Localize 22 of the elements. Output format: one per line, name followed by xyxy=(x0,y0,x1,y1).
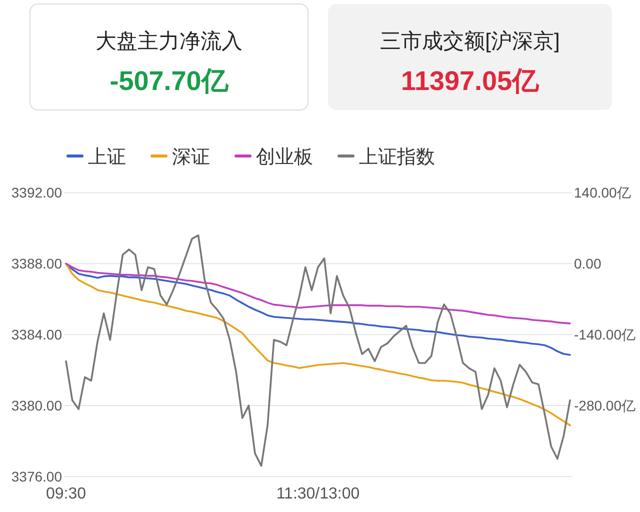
text: 三市成交额[沪深京] xyxy=(380,30,560,53)
y2-tick-label: 0.00 xyxy=(574,256,602,272)
y2-tick-label: -280.00亿 xyxy=(574,398,636,414)
y2-tick-label: -140.00亿 xyxy=(574,326,636,343)
legend-label: 创业板 xyxy=(256,147,313,168)
x-tick-label: 09:30 xyxy=(46,486,86,502)
x-tick-label: 11:30/13:00 xyxy=(276,486,360,502)
y-tick-label: 3388.00 xyxy=(11,256,62,272)
legend-label: 上证指数 xyxy=(359,147,435,168)
line-series xyxy=(65,234,571,467)
y2-tick-label: 140.00亿 xyxy=(574,184,631,201)
y-tick-label: 3392.00 xyxy=(11,184,62,201)
y-tick-label: 3376.00 xyxy=(11,468,62,484)
y-tick-label: 3380.00 xyxy=(11,398,62,414)
legend-label: 上证 xyxy=(88,147,126,168)
line-series xyxy=(65,262,571,426)
y-tick-label: 3384.00 xyxy=(11,326,62,343)
text: 11397.05亿 xyxy=(400,66,540,96)
text: -507.70亿 xyxy=(110,66,230,96)
line-series xyxy=(65,262,571,324)
legend-label: 深证 xyxy=(172,147,210,168)
text: 大盘主力净流入 xyxy=(96,30,242,53)
